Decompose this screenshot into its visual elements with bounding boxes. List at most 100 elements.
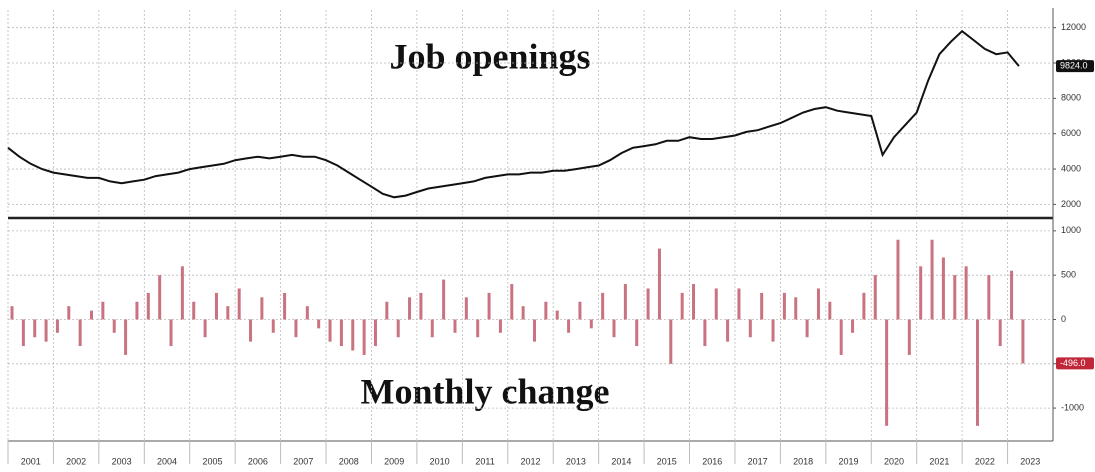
chart-title: Monthly change: [360, 371, 609, 411]
bar: [317, 319, 321, 329]
bar: [283, 292, 287, 320]
x-tick-label: 2011: [475, 456, 494, 466]
bar: [487, 292, 491, 320]
bar: [657, 248, 661, 320]
bar: [828, 301, 832, 320]
bar: [703, 319, 707, 347]
bar: [112, 319, 116, 333]
bar: [442, 279, 446, 320]
bar: [169, 319, 173, 347]
bar: [10, 306, 14, 320]
bar: [987, 275, 991, 320]
bar: [760, 292, 764, 320]
bar: [362, 319, 366, 355]
x-tick-label: 2009: [384, 456, 404, 466]
bar: [180, 266, 184, 320]
bar: [839, 319, 843, 355]
y-tick-label: 0: [1061, 314, 1066, 324]
x-tick-label: 2003: [112, 456, 132, 466]
bar: [396, 319, 400, 338]
bar: [158, 275, 162, 320]
x-tick-label: 2013: [566, 456, 586, 466]
bar: [21, 319, 25, 347]
bar: [919, 266, 923, 320]
bar: [748, 319, 752, 338]
bar: [794, 297, 798, 320]
bar: [930, 239, 934, 320]
bar: [453, 319, 457, 333]
bar: [601, 292, 605, 320]
x-tick-label: 2005: [202, 456, 222, 466]
bar: [896, 239, 900, 320]
x-tick-label: 2012: [520, 456, 540, 466]
bar: [953, 275, 957, 320]
bar: [816, 288, 820, 320]
bar: [419, 292, 423, 320]
x-tick-label: 2018: [793, 456, 813, 466]
bar: [862, 292, 866, 320]
y-tick-label: 6000: [1061, 128, 1081, 138]
y-tick-label: 4000: [1061, 163, 1081, 173]
bar: [430, 319, 434, 338]
x-tick-label: 2004: [157, 456, 177, 466]
bar: [55, 319, 59, 333]
bar: [476, 319, 480, 338]
y-tick-label: -1000: [1061, 402, 1084, 412]
x-tick-label: 2010: [430, 456, 450, 466]
x-tick-label: 2014: [611, 456, 631, 466]
x-tick-label: 2015: [657, 456, 677, 466]
x-tick-label: 2017: [748, 456, 768, 466]
bar: [680, 292, 684, 320]
bar: [726, 319, 730, 342]
bar: [146, 292, 150, 320]
bar: [101, 301, 105, 320]
last-value-tag: [1056, 60, 1094, 73]
bar: [135, 301, 139, 320]
last-value-label: 9824.0: [1060, 61, 1088, 71]
bar: [33, 319, 37, 338]
bar: [941, 257, 945, 320]
bar: [1010, 270, 1014, 320]
x-tick-label: 2001: [21, 456, 41, 466]
bar: [737, 288, 741, 320]
bar: [805, 319, 809, 338]
bar: [873, 275, 877, 320]
bar: [328, 319, 332, 342]
bar: [714, 288, 718, 320]
bar: [385, 301, 389, 320]
y-tick-label: 500: [1061, 270, 1076, 280]
bar: [907, 319, 911, 355]
line: [7, 29, 1020, 199]
bar: [373, 319, 377, 347]
bar: [271, 319, 275, 333]
bar: [124, 319, 128, 355]
x-tick-label: 2006: [248, 456, 268, 466]
bar: [260, 297, 264, 320]
y-tick-label: 8000: [1061, 93, 1081, 103]
x-tick-label: 2002: [66, 456, 86, 466]
x-tick-label: 2021: [929, 456, 949, 466]
bar: [578, 301, 582, 320]
bar: [589, 319, 593, 329]
bar: [203, 319, 207, 338]
chart-title: Job openings: [389, 36, 590, 76]
bar: [498, 319, 502, 333]
x-tick-label: 2019: [839, 456, 859, 466]
bar: [294, 319, 298, 338]
bar: [67, 306, 71, 320]
bar: [351, 319, 355, 351]
bar: [90, 310, 94, 320]
bar: [44, 319, 48, 342]
x-tick-label: 2007: [293, 456, 313, 466]
bar: [612, 319, 616, 338]
y-tick-label: 2000: [1061, 199, 1081, 209]
last-value-tag: [1056, 357, 1094, 370]
bar: [226, 306, 230, 320]
bar: [78, 319, 82, 347]
bar: [646, 288, 650, 320]
bar: [998, 319, 1002, 347]
bar: [510, 284, 514, 320]
bar: [305, 306, 309, 320]
bar: [885, 319, 889, 426]
bar: [339, 319, 343, 347]
